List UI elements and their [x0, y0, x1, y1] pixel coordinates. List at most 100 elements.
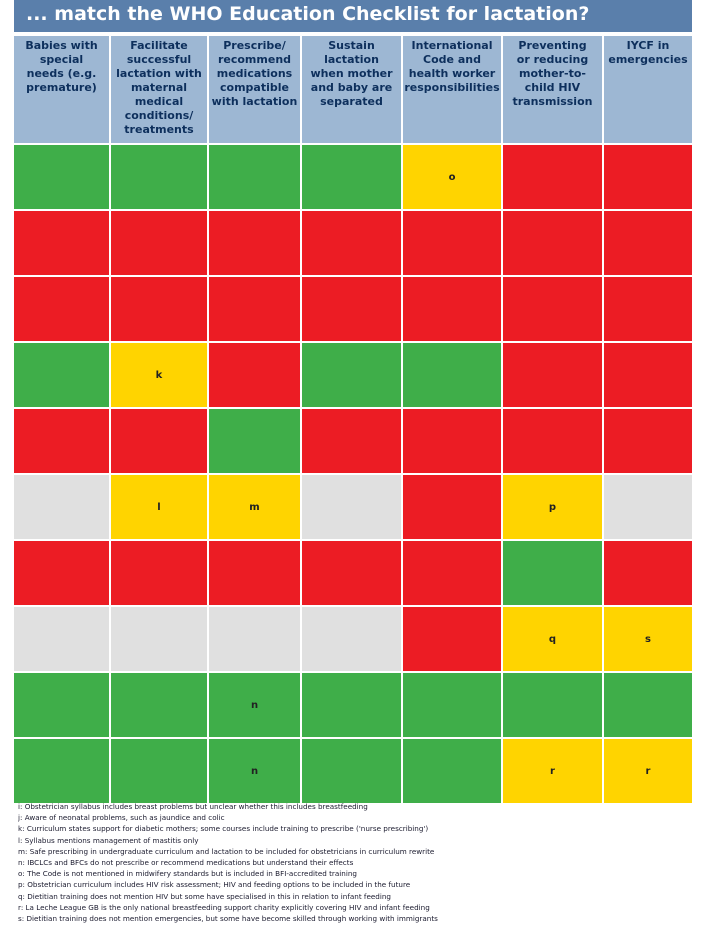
footnote: p: Obstetrician curriculum includes HIV … — [18, 880, 411, 890]
header-line: Sustain — [328, 39, 375, 52]
table-cell — [111, 673, 209, 737]
table-cell — [604, 541, 692, 605]
header-line: special — [39, 53, 84, 66]
header-hiv-transmission: Preventing or reducing mother-to-child HIV… — [503, 36, 604, 143]
table-cell — [403, 475, 503, 539]
table-cell — [14, 211, 111, 275]
header-line: successful — [126, 53, 192, 66]
footnote: n: IBCLCs and BFCs do not prescribe or r… — [18, 858, 354, 868]
table-cell — [209, 343, 302, 407]
table-cell: k — [111, 343, 209, 407]
footnote: j: Aware of neonatal problems, such as j… — [18, 813, 225, 823]
table-cell — [14, 145, 111, 209]
table-cell — [209, 409, 302, 473]
header-sustain-lactation: Sustain lactation when mother and baby are s… — [302, 36, 403, 143]
header-line: Preventing — [518, 39, 587, 52]
footnote: s: Dietitian training does not mention e… — [18, 914, 438, 924]
header-line: International — [411, 39, 493, 52]
table-cell — [604, 211, 692, 275]
page-title: ... match the WHO Education Checklist fo… — [14, 0, 692, 32]
table-row: n — [14, 673, 692, 737]
header-line: separated — [320, 95, 383, 108]
table-row — [14, 409, 692, 473]
table-cell — [503, 343, 604, 407]
table-cell: n — [209, 673, 302, 737]
table-row — [14, 541, 692, 605]
table-cell — [503, 145, 604, 209]
footnote: l: Syllabus mentions management of masti… — [18, 835, 199, 845]
table-cell — [403, 343, 503, 407]
header-line: Babies with — [25, 39, 98, 52]
table-cell — [604, 343, 692, 407]
table-cell — [503, 409, 604, 473]
table-cell — [302, 343, 403, 407]
table-row — [14, 211, 692, 275]
header-line: compatible — [220, 81, 289, 94]
header-line: and baby are — [310, 81, 393, 94]
table-cell — [604, 673, 692, 737]
footnote: m: Safe prescribing in undergraduate cur… — [18, 846, 435, 856]
footnotes: i: Obstetrician syllabus includes breast… — [18, 801, 688, 924]
table-cell — [503, 673, 604, 737]
header-line: with lactation — [211, 95, 298, 108]
header-line: conditions/ — [124, 109, 194, 122]
header-line: medical — [134, 95, 184, 108]
header-line: IYCF in — [626, 39, 670, 52]
table-cell — [403, 541, 503, 605]
table-cell — [302, 739, 403, 803]
table-cell — [604, 145, 692, 209]
header-line: transmission — [512, 95, 593, 108]
table-cell: q — [503, 607, 604, 671]
table-cell — [111, 145, 209, 209]
table-cell — [14, 541, 111, 605]
table-cell — [302, 277, 403, 341]
table-cell — [111, 739, 209, 803]
header-line: lactation with — [116, 67, 202, 80]
table-cell — [209, 145, 302, 209]
table-cell — [14, 475, 111, 539]
table-cell — [14, 739, 111, 803]
table-cell — [209, 541, 302, 605]
table-cell — [111, 409, 209, 473]
header-iycf-emergencies: IYCF in emergencies — [604, 36, 692, 143]
header-babies-special-needs: Babies with special needs (e.g. premature) — [14, 36, 111, 143]
header-line: responsibilities — [404, 81, 500, 94]
table-cell — [604, 409, 692, 473]
table-cell — [14, 607, 111, 671]
table-cell — [209, 607, 302, 671]
table-cell — [503, 541, 604, 605]
table-cell — [302, 607, 403, 671]
header-line: Facilitate — [130, 39, 188, 52]
table-row — [14, 277, 692, 341]
table-cell: o — [403, 145, 503, 209]
header-line: medications — [216, 67, 293, 80]
table-cell — [209, 277, 302, 341]
table-cell — [111, 541, 209, 605]
table-cell — [111, 211, 209, 275]
checklist-table: Babies with special needs (e.g. premature) … — [14, 36, 692, 803]
header-line: Prescribe/ — [223, 39, 286, 52]
table-cell: l — [111, 475, 209, 539]
table-cell: r — [604, 739, 692, 803]
table-cell — [403, 409, 503, 473]
header-line: recommend — [217, 53, 292, 66]
table-cell — [403, 607, 503, 671]
table-cell — [403, 211, 503, 275]
table-cell: r — [503, 739, 604, 803]
table-cell — [604, 277, 692, 341]
table-cell: p — [503, 475, 604, 539]
table-cell — [302, 211, 403, 275]
header-line: when mother — [310, 67, 393, 80]
header-row: Babies with special needs (e.g. premature) … — [14, 36, 692, 143]
table-cell — [302, 673, 403, 737]
table-cell: n — [209, 739, 302, 803]
table-cell — [503, 277, 604, 341]
header-medications: Prescribe/recommend medications compatible… — [209, 36, 302, 143]
table-cell — [302, 541, 403, 605]
table-row: o — [14, 145, 692, 209]
table-cell — [403, 673, 503, 737]
